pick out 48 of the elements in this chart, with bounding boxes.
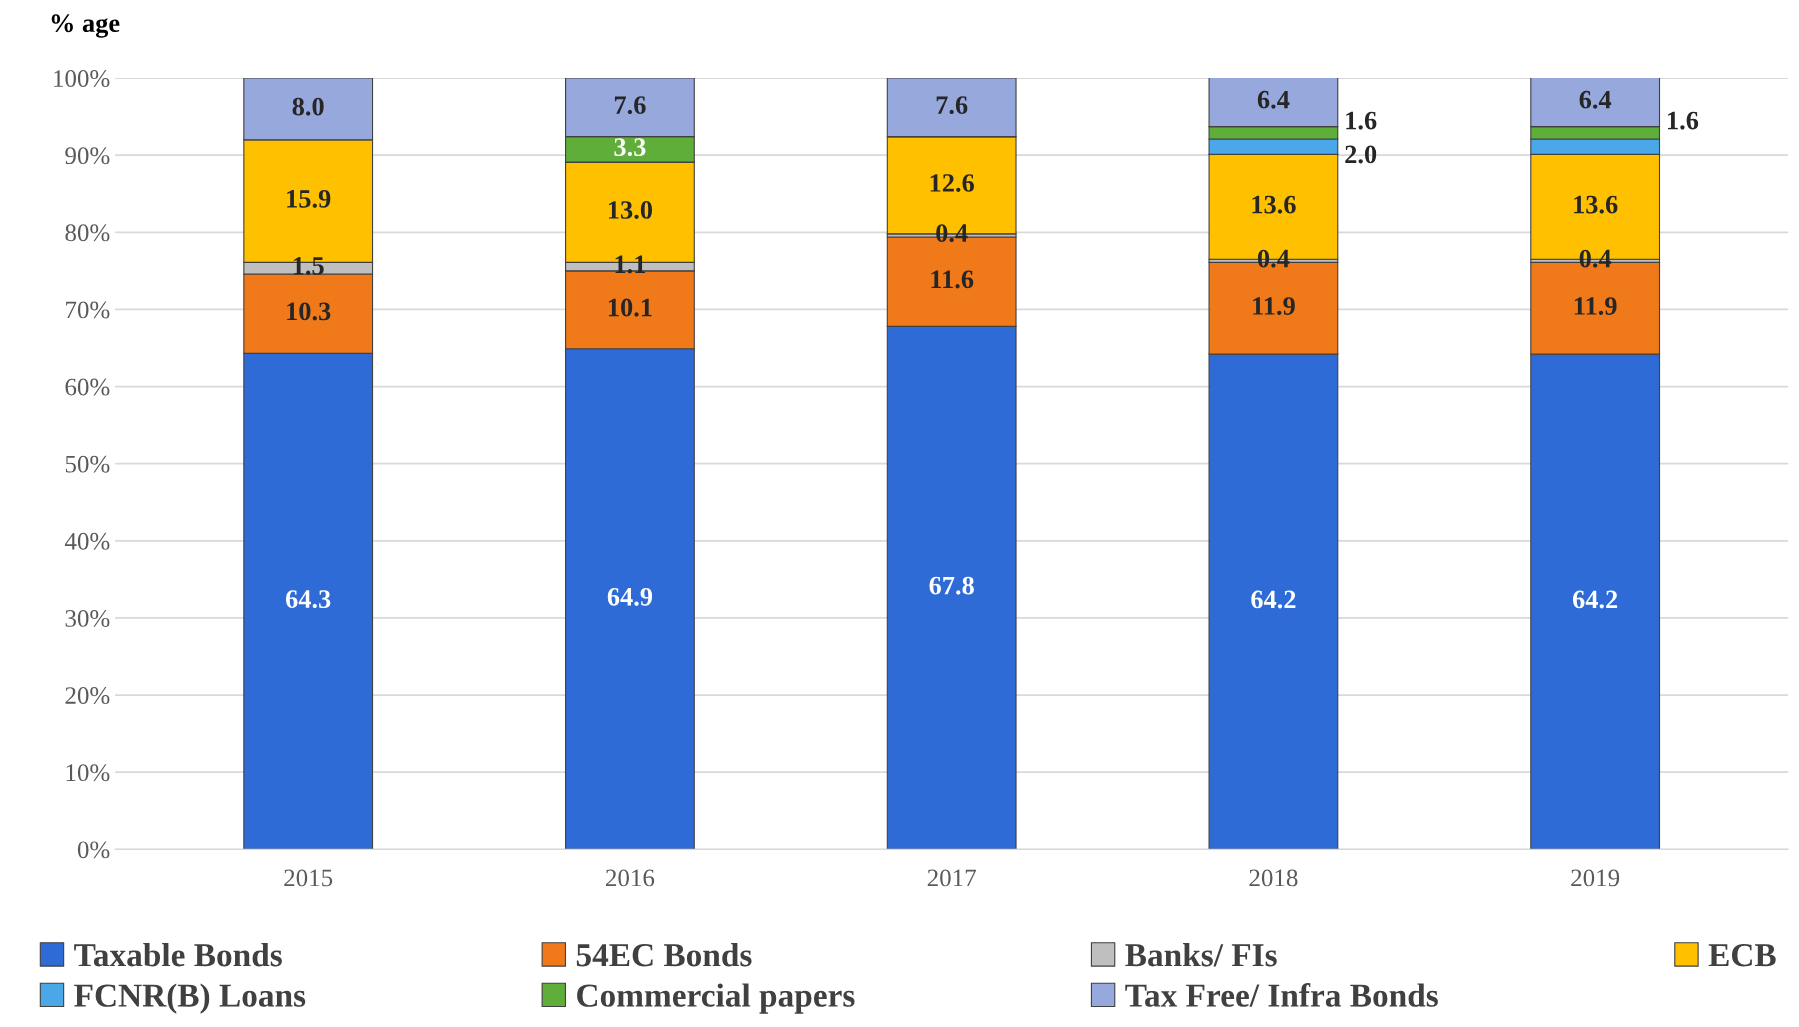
y-tick-label: 70%: [66, 301, 110, 319]
y-tick-label: 60%: [65, 378, 110, 396]
x-tick-label: 2016: [606, 869, 655, 887]
data-label: 64.3: [286, 590, 331, 609]
y-tick-label: 80%: [65, 224, 110, 242]
data-label: 3.3: [614, 138, 646, 157]
y-tick-label: 90%: [65, 147, 110, 165]
legend-label: Tax Free/ Infra Bonds: [1125, 983, 1438, 1007]
data-label: 1.6: [1346, 111, 1377, 130]
data-label: 13.0: [608, 201, 653, 219]
data-label: 6.4: [1579, 90, 1612, 109]
data-label: 64.2: [1251, 590, 1296, 609]
y-tick-label: 20%: [65, 687, 110, 705]
x-tick-label: 2017: [927, 869, 976, 887]
data-label: 10.3: [287, 302, 331, 321]
y-tick-label: 0%: [77, 841, 110, 859]
y-tick-label: 100%: [54, 70, 110, 88]
data-label: 11.6: [931, 270, 974, 289]
data-label: 11.9: [1253, 297, 1295, 315]
y-axis-title: % age: [51, 14, 120, 38]
legend-label: ECB: [1708, 944, 1776, 967]
x-tick-label: 2018: [1249, 869, 1298, 887]
data-label: 6.4: [1257, 90, 1290, 109]
y-tick-label: 50%: [65, 455, 110, 473]
data-label: 11.9: [1574, 297, 1617, 315]
data-label: 15.9: [287, 189, 331, 208]
data-label: 67.8: [929, 576, 974, 595]
data-label: 1.6: [1668, 111, 1699, 130]
x-tick-label: 2015: [284, 869, 333, 887]
y-tick-label: 40%: [64, 532, 110, 550]
data-label: 8.0: [292, 97, 324, 116]
x-tick-label: 2019: [1571, 869, 1620, 887]
y-tick-label: 30%: [65, 609, 110, 627]
legend-label: Commercial papers: [577, 983, 855, 1014]
data-label: 64.9: [607, 587, 653, 606]
data-label: 10.1: [608, 298, 652, 317]
data-label: 64.2: [1572, 590, 1618, 609]
legend-label: 54EC Bonds: [576, 942, 752, 967]
legend-label: FCNR(B) Loans: [74, 983, 306, 1014]
y-tick-label: 10%: [66, 764, 110, 782]
legend-label: Banks/ FIs: [1125, 942, 1277, 967]
data-label: 13.6: [1574, 195, 1618, 214]
data-label: 2.0: [1345, 145, 1377, 164]
data-label: 7.6: [614, 96, 646, 115]
legend-label: Taxable Bonds: [74, 942, 282, 967]
data-label: 12.6: [930, 174, 974, 192]
data-label: 13.6: [1252, 195, 1296, 214]
data-label: 7.6: [936, 96, 968, 115]
